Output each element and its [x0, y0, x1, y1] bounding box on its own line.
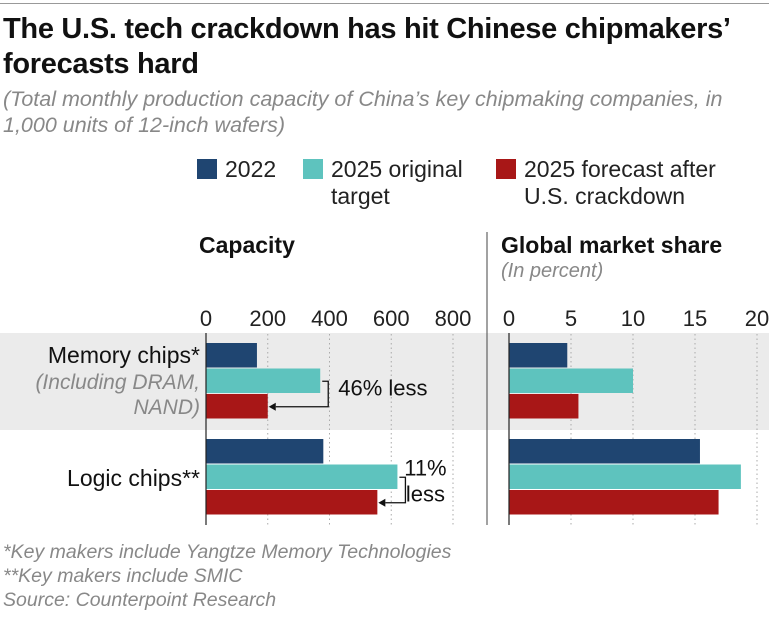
tick-label: 10	[621, 306, 645, 331]
arrow-icon	[378, 498, 386, 507]
legend-swatch	[303, 159, 323, 179]
legend-label: 2022	[225, 156, 277, 182]
legend-item-2022: 2022	[197, 156, 276, 183]
bar-share-0-2	[509, 394, 579, 419]
category-sublabel: (Including DRAM,	[35, 371, 200, 394]
chart-title: The U.S. tech crackdown has hit Chinese …	[3, 13, 730, 80]
legend-swatch	[496, 159, 516, 179]
share-heading: Global market share	[501, 232, 723, 258]
legend-swatch	[197, 159, 217, 179]
bar-capacity-1-0	[206, 439, 324, 464]
tick-label: 0	[200, 306, 212, 331]
category-label-logic: Logic chips**	[67, 465, 200, 491]
tick-label: 600	[373, 306, 410, 331]
footnote-memory: *Key makers include Yangtze Memory Techn…	[3, 541, 452, 563]
bar-share-1-2	[509, 490, 719, 515]
share-subheading: (In percent)	[501, 260, 604, 282]
legend-label: 2025 original target	[331, 156, 463, 209]
legend-item-forecast: 2025 forecast after U.S. crackdown	[496, 156, 726, 210]
bar-capacity-1-2	[206, 490, 378, 515]
bar-share-0-0	[509, 343, 568, 368]
bar-share-1-1	[509, 464, 741, 489]
legend-label: 2025 forecast after U.S. crackdown	[524, 156, 716, 209]
bar-capacity-0-1	[206, 368, 321, 393]
annotation-label: 46% less	[338, 375, 427, 400]
footnote-logic: **Key makers include SMIC	[3, 565, 243, 587]
bar-share-0-1	[509, 368, 633, 393]
tick-label: 0	[503, 306, 515, 331]
annotation-bracket	[385, 476, 407, 504]
bar-capacity-1-1	[206, 464, 398, 489]
category-label-memory: Memory chips*	[48, 342, 200, 368]
tick-label: 15	[683, 306, 707, 331]
tick-label: 400	[311, 306, 348, 331]
tick-label: 20	[745, 306, 769, 331]
bar-share-1-0	[509, 439, 700, 464]
capacity-heading: Capacity	[199, 232, 295, 258]
tick-label: 200	[249, 306, 286, 331]
chart-subtitle: (Total monthly production capacity of Ch…	[3, 87, 723, 137]
legend-item-target: 2025 original target	[303, 156, 488, 210]
annotation-label: 11%	[404, 455, 446, 480]
annotation-bracket	[275, 380, 329, 408]
bar-capacity-0-0	[206, 343, 257, 368]
memory-band	[0, 333, 769, 430]
category-sublabel: NAND)	[134, 396, 201, 419]
tick-label: 5	[565, 306, 577, 331]
annotation-label: less	[406, 481, 445, 506]
source-note: Source: Counterpoint Research	[3, 589, 277, 611]
tick-label: 800	[435, 306, 472, 331]
bar-capacity-0-2	[206, 394, 268, 419]
footnotes: *Key makers include Yangtze Memory Techn…	[3, 540, 451, 612]
top-rule	[0, 3, 769, 4]
arrow-icon	[268, 402, 276, 411]
